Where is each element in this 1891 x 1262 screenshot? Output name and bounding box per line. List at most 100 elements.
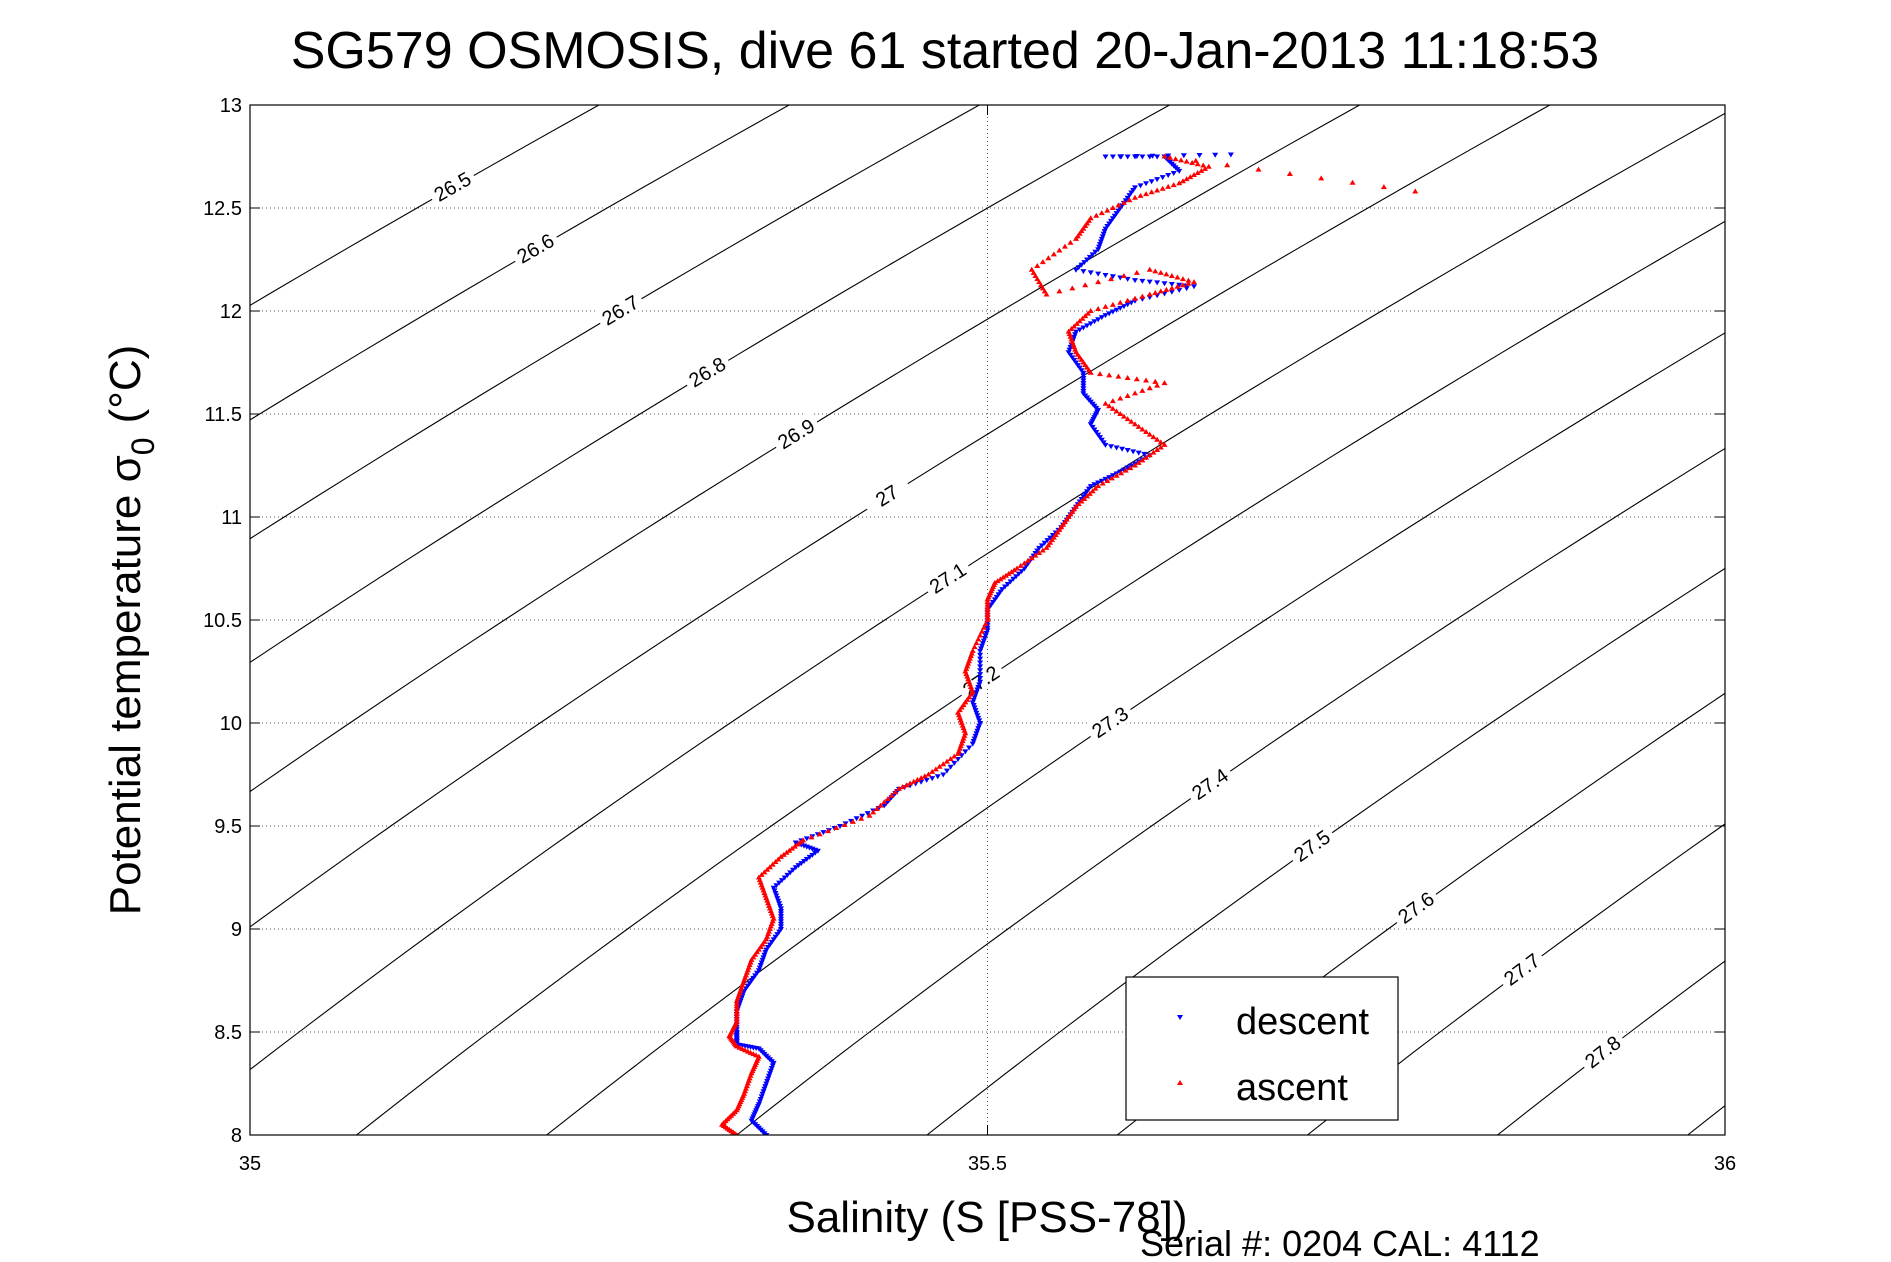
descent-point (1154, 280, 1161, 286)
ascent-point (1165, 183, 1172, 189)
ascent-point (982, 620, 989, 626)
ascent-point (1139, 293, 1146, 299)
ascent-point (965, 660, 972, 666)
ascent-point (1143, 429, 1150, 435)
ascent-point (1072, 346, 1079, 352)
ascent-point (965, 676, 972, 682)
ascent-point (791, 843, 798, 849)
legend-box (1125, 976, 1399, 1121)
ascent-point (746, 962, 753, 968)
ascent-point (903, 782, 910, 788)
ascent-point (921, 773, 928, 779)
y-tick-label: 12.5 (203, 198, 242, 220)
descent-point (1087, 321, 1094, 327)
ascent-point (1154, 447, 1161, 453)
ascent-point (1000, 574, 1007, 580)
ascent-point (1099, 480, 1106, 486)
descent-point (733, 1030, 740, 1035)
ascent-point (757, 944, 764, 950)
ascent-point (733, 1018, 740, 1024)
ascent-point (1143, 454, 1150, 460)
ascent-point (1163, 286, 1170, 292)
ascent-point (1192, 157, 1199, 163)
ascent-point (967, 683, 974, 689)
ascent-point (956, 745, 963, 751)
ascent-point (1043, 544, 1050, 550)
descent-point (778, 911, 784, 917)
descent-point (1191, 284, 1197, 290)
ascent-point (786, 847, 793, 853)
descent-point (1117, 305, 1124, 311)
descent-point (1109, 154, 1116, 160)
ascent-point (1034, 276, 1041, 282)
descent-point (1106, 475, 1113, 481)
ascent-point (765, 900, 772, 906)
x-tick-label: 36 (1714, 1153, 1736, 1175)
ascent-point (733, 1005, 740, 1011)
descent-point (929, 776, 936, 782)
descent-point (1165, 173, 1172, 179)
ascent-point (984, 604, 991, 610)
ascent-point (966, 681, 973, 687)
ascent-point (1095, 279, 1102, 285)
ascent-point (783, 849, 790, 855)
ascent-point (1085, 217, 1092, 223)
ascent-point (743, 969, 750, 975)
contour-label-bg (593, 287, 647, 331)
descent-point (1170, 170, 1177, 176)
ascent-point (1028, 555, 1035, 561)
ascent-point (1028, 266, 1035, 272)
ascent-point (966, 658, 973, 664)
y-tick-label: 8 (231, 1125, 242, 1147)
descent-point (1102, 313, 1109, 319)
ascent-point (752, 951, 759, 957)
ascent-point (963, 665, 970, 671)
descent-point (977, 660, 984, 666)
ascent-point (1098, 210, 1105, 216)
chart-title: SG579 OSMOSIS, dive 61 started 20-Jan-20… (291, 22, 1599, 80)
descent-point (1047, 535, 1054, 541)
ascent-point (780, 851, 787, 857)
ascent-point (1054, 529, 1061, 535)
ascent-point (984, 598, 991, 604)
ascent-point (1069, 508, 1076, 514)
descent-point (1102, 476, 1109, 482)
ascent-point (1126, 197, 1133, 203)
ascent-point (1071, 506, 1078, 512)
ascent-point (1286, 171, 1293, 177)
ascent-point (994, 578, 1001, 584)
ascent-point (1011, 567, 1018, 573)
ascent-point (870, 809, 877, 815)
ascent-point (1074, 351, 1081, 357)
ascent-point (741, 977, 748, 983)
ascent-point (841, 821, 848, 827)
descent-point (778, 919, 784, 925)
ascent-point (1179, 178, 1186, 184)
descent-point (1095, 271, 1102, 277)
density-contour-line (1751, 2, 1891, 1238)
ascent-point (1161, 153, 1168, 159)
ascent-point (1067, 239, 1074, 245)
ascent-point (1073, 349, 1079, 355)
ascent-point (1194, 169, 1201, 175)
descent-point (940, 772, 947, 778)
ascent-point (1082, 282, 1089, 288)
ascent-point (1087, 369, 1094, 375)
descent-point (1080, 373, 1087, 379)
ascent-point (746, 1075, 753, 1081)
ascent-point (742, 974, 749, 980)
density-contour-line (250, 105, 1551, 928)
ascent-point (1017, 562, 1024, 568)
contour-label-bg (1495, 945, 1548, 992)
ascent-point (1189, 159, 1196, 165)
ascent-point (978, 628, 985, 634)
ascent-point (766, 902, 773, 908)
descent-point (798, 861, 805, 867)
ascent-point (961, 727, 968, 733)
ascent-point (1070, 341, 1077, 347)
ascent-point (747, 1049, 754, 1055)
ascent-point (1152, 289, 1159, 295)
ascent-point (1078, 498, 1085, 504)
ascent-point (1045, 255, 1052, 261)
